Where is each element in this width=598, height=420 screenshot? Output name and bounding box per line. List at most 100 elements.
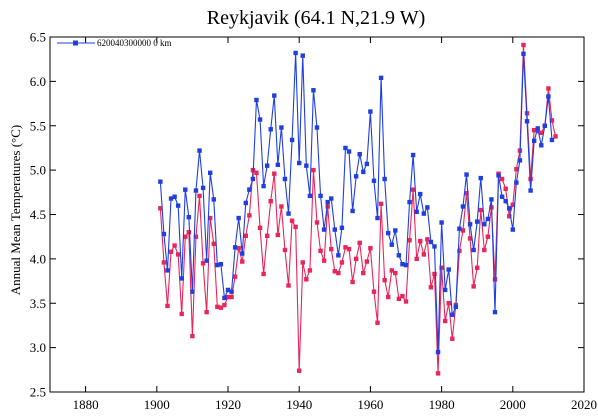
series-1-point: [215, 304, 220, 309]
series-1-point: [353, 256, 359, 262]
series-1-point: [232, 274, 238, 279]
y-tick-label: 6.5: [30, 30, 46, 45]
series-0-point: [549, 137, 555, 143]
series-0-point: [325, 199, 330, 205]
series-1-point: [425, 237, 430, 242]
series-0-point: [467, 222, 473, 227]
series-0-point: [222, 295, 227, 301]
x-tick-label: 2000: [500, 397, 526, 412]
series-1-point: [492, 277, 498, 282]
series-1-point: [293, 224, 298, 230]
series-1-point: [161, 260, 167, 265]
series-0-point: [514, 180, 519, 185]
series-0-point: [300, 53, 305, 58]
series-1-point: [329, 246, 334, 252]
series-1-point: [357, 240, 362, 246]
series-0-point: [375, 215, 380, 221]
series-1-point: [503, 186, 508, 191]
series-0-point: [232, 245, 238, 250]
series-0-point: [539, 143, 544, 148]
series-0-point: [165, 268, 170, 273]
series-0-point: [371, 178, 377, 183]
series-0-point: [364, 161, 370, 167]
chart-title: Reykjavik (64.1 N,21.9 W): [207, 7, 426, 29]
series-0-point: [304, 163, 309, 168]
series-1-point: [336, 270, 341, 276]
series-1-point: [254, 170, 259, 175]
series-0-point: [400, 262, 405, 267]
series-1-point: [442, 318, 448, 324]
series-0-point: [517, 158, 523, 163]
series-0-point: [332, 227, 337, 232]
y-tick-label: 2.5: [30, 385, 46, 400]
series-1-point: [240, 259, 245, 264]
series-1-point: [510, 202, 515, 207]
series-1-point: [172, 243, 177, 248]
series-1-point: [364, 259, 370, 264]
series-0-point: [236, 215, 241, 221]
series-0-point: [446, 267, 451, 272]
series-1-point: [475, 265, 480, 270]
series-1-point: [247, 213, 252, 218]
series-0-point: [386, 230, 391, 236]
series-0-point: [471, 247, 476, 253]
series-0-point: [407, 199, 412, 205]
series-1-point: [467, 236, 473, 241]
series-1-point: [414, 256, 419, 262]
series-1-point: [507, 214, 512, 219]
series-1-point: [339, 260, 345, 265]
series-1-point: [446, 301, 451, 306]
series-1-point: [243, 233, 248, 238]
series-0-point: [282, 176, 288, 182]
series-1-point: [371, 289, 377, 294]
series-0-point: [179, 276, 184, 281]
series-0-point: [268, 127, 273, 132]
series-1-point: [521, 42, 526, 48]
series-1-point: [553, 134, 558, 139]
series-1-point: [482, 247, 487, 253]
series-0-point: [307, 193, 313, 199]
series-0-point: [275, 162, 281, 167]
series-1-point: [204, 309, 209, 315]
series-0-point: [435, 349, 441, 355]
series-1-point: [485, 234, 491, 239]
series-1-point: [208, 215, 213, 221]
x-tick-label: 1980: [429, 397, 455, 412]
series-0-point: [492, 309, 498, 315]
series-0-point: [439, 220, 444, 225]
series-1-point: [279, 204, 284, 209]
series-line-1: [159, 44, 557, 374]
series-0-point: [521, 51, 526, 57]
y-tick-label: 5.0: [30, 163, 46, 178]
series-0-point: [257, 117, 263, 122]
series-0-point: [200, 185, 206, 191]
series-0-point: [361, 169, 366, 175]
series-0-point: [546, 94, 551, 99]
series-0-point: [482, 222, 487, 227]
series-layer: [158, 42, 558, 376]
series-0-point: [475, 219, 480, 224]
series-0-point: [314, 125, 320, 130]
series-0-point: [535, 126, 540, 131]
series-1-point: [261, 271, 266, 277]
series-0-point: [489, 197, 494, 202]
series-1-point: [378, 201, 384, 207]
series-1-point: [211, 241, 216, 246]
series-1-point: [421, 252, 426, 257]
series-1-point: [321, 258, 327, 263]
series-1-point: [450, 336, 455, 341]
series-1-point: [225, 294, 231, 300]
y-tick-label: 4.0: [30, 251, 46, 266]
series-1-point: [236, 246, 241, 251]
series-0-point: [353, 174, 359, 179]
series-0-point: [158, 179, 163, 184]
series-1-point: [535, 128, 540, 134]
series-1-point: [190, 333, 195, 339]
series-1-point: [464, 191, 469, 196]
series-1-point: [478, 207, 483, 213]
series-0-point: [172, 194, 177, 199]
series-1-point: [264, 233, 270, 238]
series-1-point: [428, 285, 434, 290]
series-0-point: [542, 123, 548, 128]
